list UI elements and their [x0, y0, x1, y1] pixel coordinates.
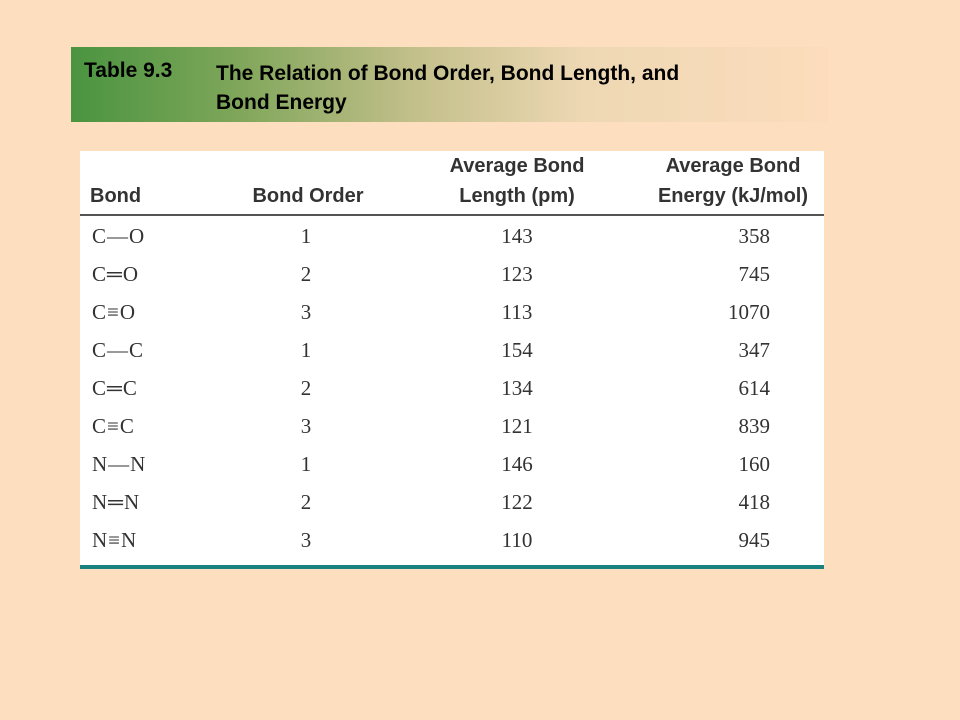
bond-energy-cell: 839	[738, 414, 771, 438]
header-energy-line-1: Average Bond	[665, 155, 801, 177]
bond-order-cell: 3	[300, 300, 312, 324]
header-bond: Bond	[90, 185, 142, 207]
table-title-line-2: Bond Energy	[216, 91, 347, 114]
bond-order-cell: 3	[300, 414, 312, 438]
table-row: N≡N 3 110 945	[80, 525, 824, 563]
bond-length-cell: 154	[501, 338, 533, 362]
bond-order-cell: 2	[300, 376, 312, 400]
bond-cell: C—O	[92, 224, 146, 248]
bond-cell: C≡O	[92, 300, 137, 324]
bond-length-cell: 121	[501, 414, 533, 438]
bond-length-cell: 143	[501, 224, 533, 248]
table-row: N═N 2 122 418	[80, 487, 824, 525]
table-title-line-1: The Relation of Bond Order, Bond Length,…	[216, 62, 680, 85]
bond-cell: C—C	[92, 338, 145, 362]
bond-order-cell: 1	[300, 338, 312, 362]
table-number: Table 9.3	[84, 59, 173, 82]
bond-order-cell: 2	[300, 490, 312, 514]
table-row: C—C 1 154 347	[80, 335, 824, 373]
table-row: C—O 1 143 358	[80, 221, 824, 259]
table-row: N—N 1 146 160	[80, 449, 824, 487]
table-row: C≡O 3 113 1070	[80, 297, 824, 335]
bond-length-cell: 123	[501, 262, 533, 286]
table-title: The Relation of Bond Order, Bond Length,…	[216, 59, 816, 117]
table-row: C═C 2 134 614	[80, 373, 824, 411]
header-energy-line-2: Energy (kJ/mol)	[657, 185, 809, 207]
bond-energy-cell: 745	[738, 262, 771, 286]
bond-order-cell: 2	[300, 262, 312, 286]
bond-cell: N═N	[92, 490, 141, 514]
table-row: C═O 2 123 745	[80, 259, 824, 297]
bond-energy-cell: 418	[738, 490, 771, 514]
bond-cell: N—N	[92, 452, 147, 476]
bond-order-cell: 1	[300, 224, 312, 248]
bond-length-cell: 110	[501, 528, 533, 552]
bond-table: Bond Bond Order Average Bond Length (pm)…	[80, 151, 824, 569]
bond-cell: N≡N	[92, 528, 138, 552]
bond-order-cell: 1	[300, 452, 312, 476]
title-banner	[71, 47, 828, 122]
header-average-length: Average Bond Length (pm)	[432, 151, 602, 211]
header-length-line-2: Length (pm)	[459, 185, 575, 207]
bond-length-cell: 113	[501, 300, 533, 324]
bond-energy-cell: 347	[738, 338, 771, 362]
header-divider	[80, 214, 824, 216]
bond-length-cell: 122	[501, 490, 533, 514]
bond-energy-cell: 1070	[728, 300, 770, 324]
bond-length-cell: 146	[501, 452, 533, 476]
bond-cell: C═C	[92, 376, 138, 400]
bond-order-cell: 3	[300, 528, 312, 552]
bond-energy-cell: 945	[738, 528, 771, 552]
bond-cell: C═O	[92, 262, 140, 286]
table-row: C≡C 3 121 839	[80, 411, 824, 449]
bond-cell: C≡C	[92, 414, 135, 438]
bond-energy-cell: 160	[738, 452, 771, 476]
header-average-energy: Average Bond Energy (kJ/mol)	[642, 151, 824, 211]
header-length-line-1: Average Bond	[449, 155, 585, 177]
bond-energy-cell: 614	[738, 376, 771, 400]
bond-length-cell: 134	[501, 376, 533, 400]
header-bond-order: Bond Order	[252, 185, 364, 207]
bond-energy-cell: 358	[738, 224, 771, 248]
